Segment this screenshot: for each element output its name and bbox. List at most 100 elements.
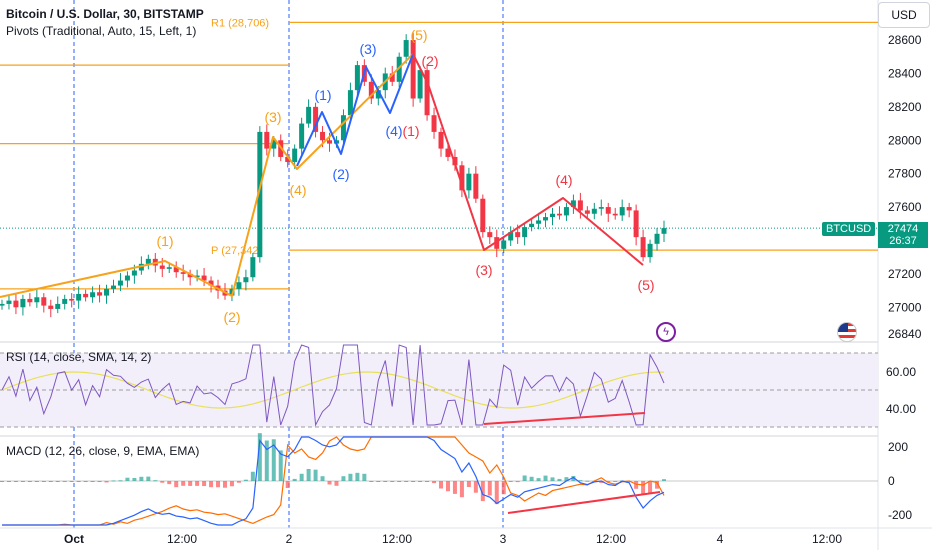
macd-histogram-bar bbox=[585, 480, 590, 482]
macd-histogram-bar bbox=[83, 481, 88, 482]
red-wave-label: (4) bbox=[555, 172, 572, 188]
candle-body bbox=[208, 280, 214, 286]
macd-tick-label: 200 bbox=[888, 440, 908, 454]
macd-histogram-bar bbox=[648, 481, 653, 493]
rsi-tick-label: 60.00 bbox=[886, 365, 916, 379]
macd-histogram-bar bbox=[48, 481, 53, 482]
macd-histogram-bar bbox=[104, 481, 109, 483]
macd-histogram-bar bbox=[292, 478, 297, 481]
macd-histogram-bar bbox=[0, 481, 4, 482]
rsi-ma-line bbox=[1, 371, 665, 409]
candle-body bbox=[90, 292, 96, 298]
candle-body bbox=[306, 106, 312, 124]
orange-wave-label: (2) bbox=[223, 309, 240, 325]
macd-histogram-bar bbox=[641, 481, 646, 495]
macd-histogram-bar bbox=[418, 481, 423, 482]
candle-body bbox=[445, 148, 451, 157]
candle-body bbox=[76, 293, 82, 301]
blue-wave-path bbox=[296, 53, 414, 167]
macd-histogram-bar bbox=[306, 469, 311, 481]
candle-body bbox=[320, 131, 326, 141]
pivot-level-label: R1 (28,706) bbox=[211, 17, 269, 29]
candle-body bbox=[187, 273, 193, 278]
candle-body bbox=[508, 232, 514, 241]
macd-histogram-bar bbox=[341, 476, 346, 481]
macd-histogram-bar bbox=[390, 481, 395, 482]
price-tick-label: 27800 bbox=[888, 167, 922, 181]
macd-histogram-bar bbox=[55, 481, 60, 482]
us-flag-icon[interactable] bbox=[837, 322, 857, 342]
pivot-level-label: P (27,342) bbox=[211, 245, 262, 257]
candle-body bbox=[180, 272, 186, 274]
candle-body bbox=[556, 213, 562, 216]
macd-histogram-bar bbox=[222, 481, 227, 488]
macd-histogram-bar bbox=[195, 481, 200, 486]
price-tick-label: 28000 bbox=[888, 133, 922, 147]
candle-body bbox=[173, 267, 179, 273]
orange-wave-path bbox=[0, 53, 414, 298]
macd-histogram-bar bbox=[501, 481, 506, 495]
macd-histogram-bar bbox=[125, 477, 130, 481]
candle-body bbox=[487, 232, 493, 238]
macd-line bbox=[2, 436, 665, 526]
candle-body bbox=[20, 298, 26, 308]
macd-histogram-bar bbox=[236, 481, 241, 483]
candle-body bbox=[466, 173, 472, 191]
symbol-title[interactable]: Bitcoin / U.S. Dollar, 30, BITSTAMP bbox=[6, 7, 204, 21]
symbol-price-label: BTCUSD bbox=[822, 222, 876, 236]
candle-body bbox=[431, 115, 437, 132]
time-axis-label: 12:00 bbox=[812, 532, 842, 546]
candle-body bbox=[501, 240, 507, 249]
red-wave-label: (3) bbox=[475, 262, 492, 278]
price-tick-label: 28200 bbox=[888, 100, 922, 114]
rsi-tick-label: 40.00 bbox=[886, 402, 916, 416]
rsi-line bbox=[1, 344, 665, 427]
macd-histogram-bar bbox=[320, 476, 325, 481]
macd-histogram-bar bbox=[167, 481, 172, 485]
pivots-indicator-title[interactable]: Pivots (Traditional, Auto, 15, Left, 1) bbox=[6, 24, 197, 38]
blue-wave-label: (4) bbox=[385, 123, 402, 139]
currency-button[interactable]: USD bbox=[878, 2, 930, 28]
macd-histogram-bar bbox=[27, 481, 32, 482]
candle-body bbox=[194, 275, 200, 278]
orange-wave-label: (5) bbox=[410, 27, 427, 43]
candle-body bbox=[591, 208, 597, 214]
candle-body bbox=[417, 70, 423, 99]
candle-body bbox=[459, 165, 465, 191]
blue-wave-label: (2) bbox=[332, 166, 349, 182]
blue-wave-label: (3) bbox=[359, 41, 376, 57]
candle-body bbox=[236, 282, 242, 289]
macd-histogram-bar bbox=[334, 481, 339, 486]
macd-histogram-bar bbox=[139, 476, 144, 481]
macd-histogram-bar bbox=[578, 480, 583, 482]
price-tick-label: 27600 bbox=[888, 200, 922, 214]
macd-histogram-bar bbox=[216, 481, 221, 488]
macd-histogram-bar bbox=[397, 481, 402, 482]
macd-histogram-bar bbox=[634, 481, 639, 489]
macd-histogram-bar bbox=[662, 479, 666, 481]
price-tick-label: 28400 bbox=[888, 66, 922, 80]
candle-body bbox=[104, 288, 110, 296]
macd-histogram-bar bbox=[285, 481, 290, 489]
candle-body bbox=[313, 106, 319, 132]
macd-histogram-bar bbox=[313, 469, 318, 481]
current-price-box: 27474 26:37 bbox=[878, 222, 928, 248]
macd-histogram-bar bbox=[466, 481, 471, 487]
candle-body bbox=[368, 81, 374, 99]
macd-histogram-bar bbox=[181, 481, 186, 486]
macd-histogram-bar bbox=[376, 481, 381, 482]
candle-body bbox=[69, 298, 75, 301]
macd-histogram-bar bbox=[571, 475, 576, 481]
macd-histogram-bar bbox=[209, 481, 214, 488]
candle-body bbox=[55, 303, 61, 309]
candle-body bbox=[550, 213, 556, 218]
candle-body bbox=[598, 207, 604, 209]
macd-histogram-bar bbox=[111, 480, 116, 482]
macd-histogram-bar bbox=[264, 440, 269, 481]
red-wave-label: (1) bbox=[402, 123, 419, 139]
candle-body bbox=[243, 277, 249, 283]
flash-event-icon[interactable]: ϟ bbox=[656, 322, 676, 342]
candle-body bbox=[117, 280, 123, 286]
price-tick-label: 28600 bbox=[888, 33, 922, 47]
